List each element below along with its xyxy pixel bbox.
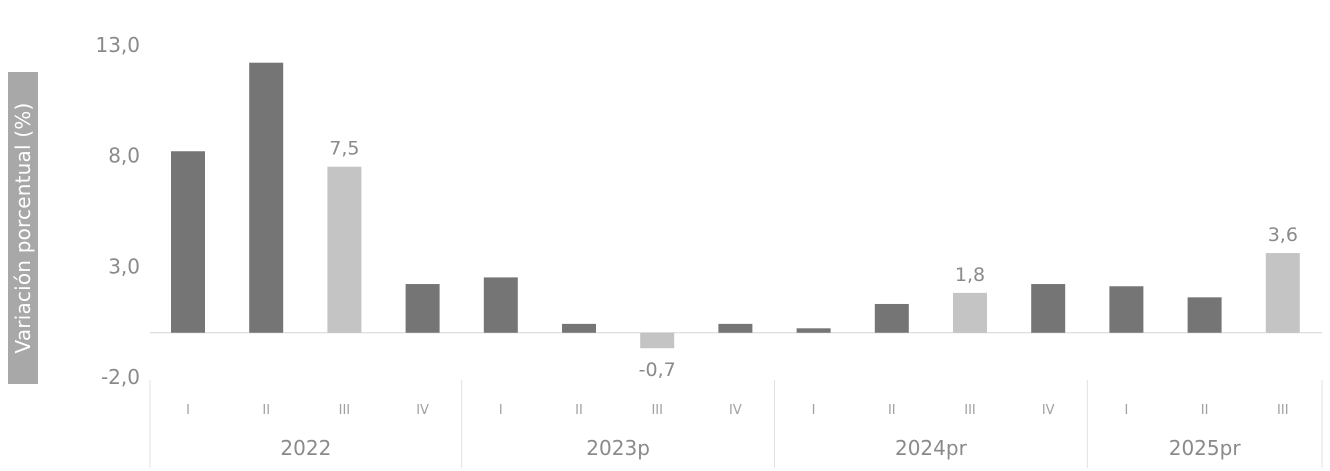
bar <box>1031 284 1066 333</box>
bar <box>718 323 753 333</box>
bar <box>562 323 596 333</box>
y-tick-label: 8,0 <box>108 144 140 168</box>
bar <box>171 151 205 333</box>
bar <box>405 284 440 333</box>
quarter-tick-label: I <box>1124 403 1128 418</box>
year-label: 2025pr <box>1169 436 1242 460</box>
year-label: 2023p <box>586 436 650 460</box>
data-label: -0,7 <box>639 359 676 381</box>
bar <box>953 292 987 333</box>
bar <box>1187 297 1222 333</box>
quarter-tick-label: IV <box>729 403 742 418</box>
bar <box>796 328 831 333</box>
quarter-tick-label: II <box>575 403 583 418</box>
quarter-tick-label: III <box>964 403 976 418</box>
quarter-tick-label: IV <box>1042 403 1055 418</box>
bar <box>249 62 284 333</box>
y-axis-label-box <box>8 72 38 384</box>
data-label: 7,5 <box>329 138 359 160</box>
y-tick-label: 3,0 <box>108 254 140 278</box>
quarter-tick-label: I <box>499 403 503 418</box>
data-label: 1,8 <box>955 264 985 286</box>
data-label: 3,6 <box>1268 224 1298 246</box>
bar <box>1109 286 1144 333</box>
bar <box>640 332 675 349</box>
quarter-tick-label: I <box>812 403 816 418</box>
quarter-tick-label: II <box>1201 403 1209 418</box>
bar <box>327 166 362 333</box>
bar <box>483 277 518 333</box>
quarter-tick-label: IV <box>416 403 429 418</box>
y-tick-label: -2,0 <box>101 365 140 389</box>
y-tick-label: 13,0 <box>95 33 140 57</box>
bar <box>1265 253 1300 333</box>
quarter-tick-label: II <box>888 403 896 418</box>
quarter-tick-label: III <box>651 403 663 418</box>
bar <box>874 303 909 333</box>
quarter-tick-label: II <box>262 403 270 418</box>
quarter-tick-label: III <box>339 403 351 418</box>
year-label: 2024pr <box>895 436 968 460</box>
year-label: 2022 <box>280 436 331 460</box>
quarter-tick-label: I <box>186 403 190 418</box>
quarter-tick-label: III <box>1277 403 1289 418</box>
